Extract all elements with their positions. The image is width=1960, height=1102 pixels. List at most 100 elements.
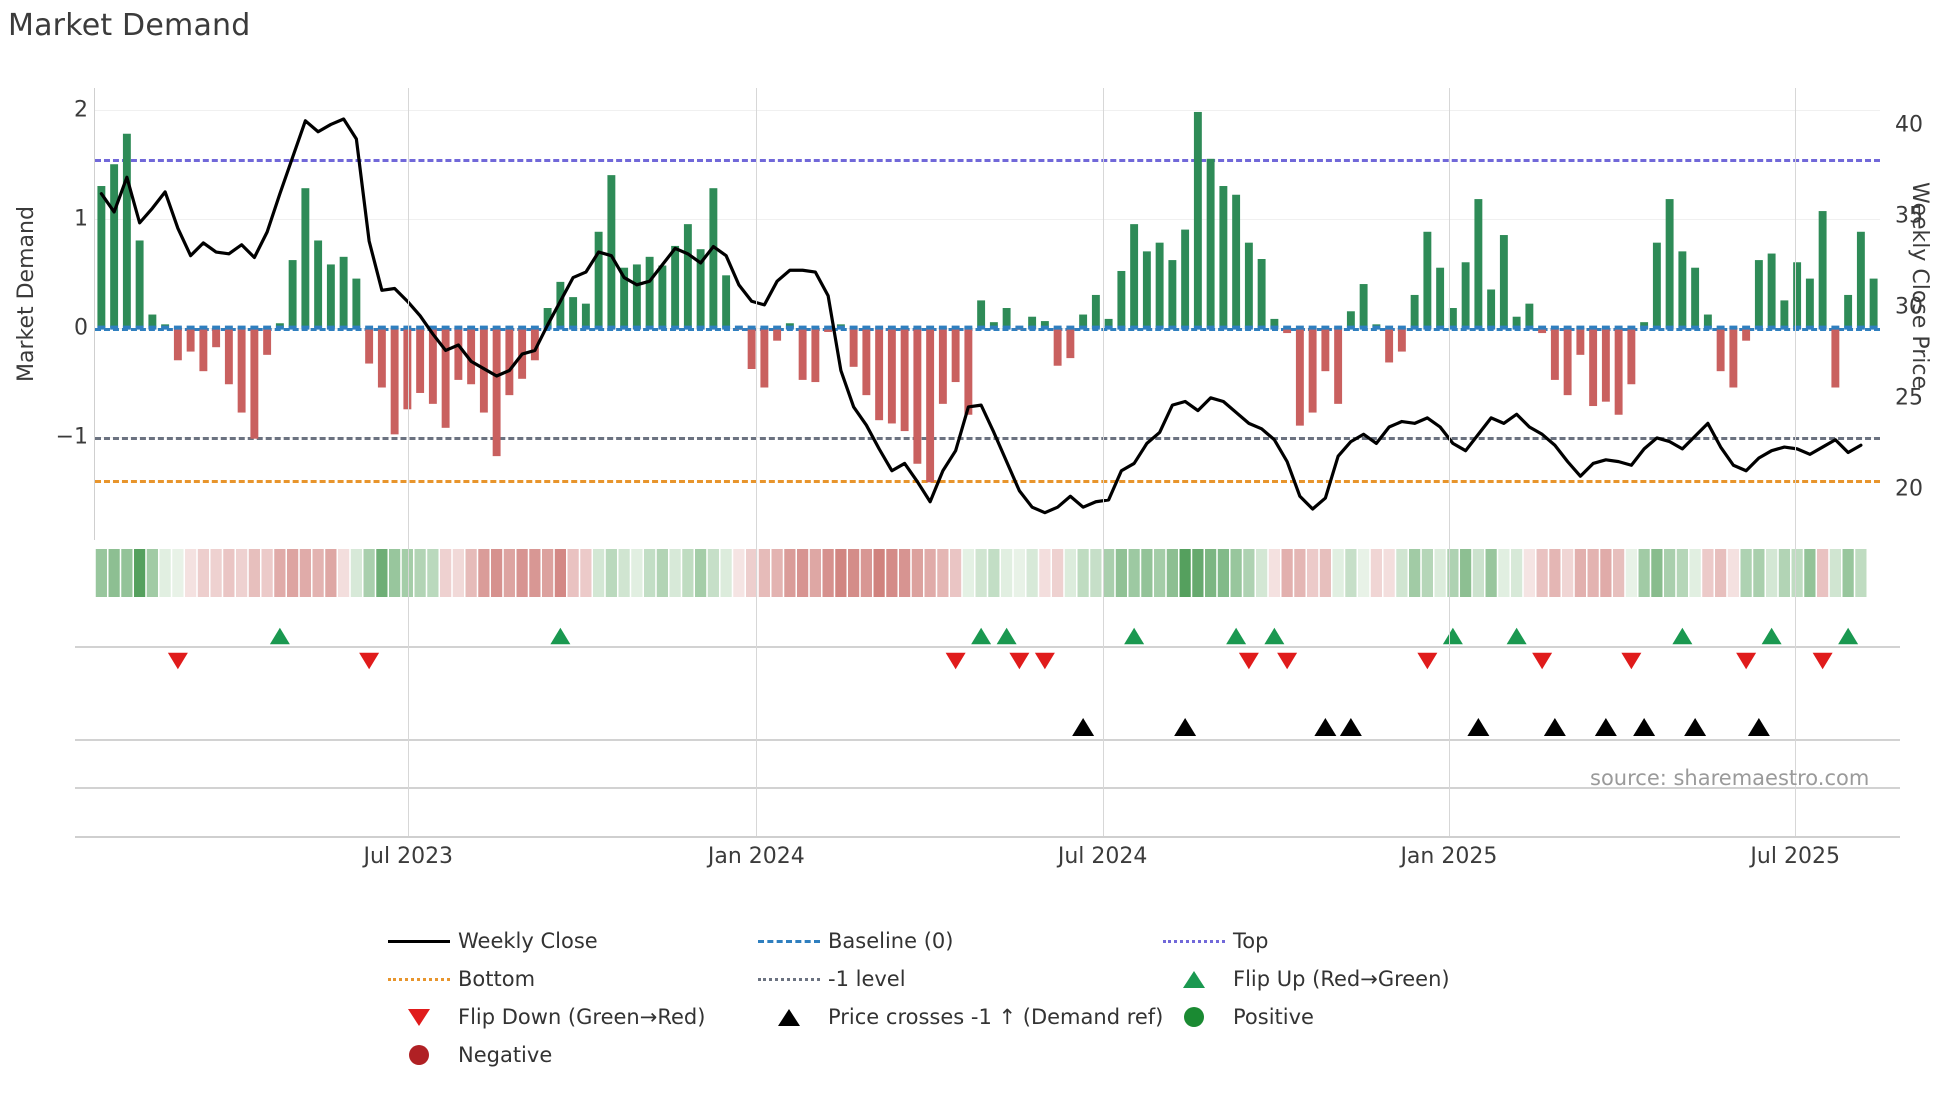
strip-cell [1205, 549, 1217, 597]
strip-cell [720, 549, 732, 597]
legend-row: Bottom -1 level Flip Up (Red→Green) [380, 960, 1640, 998]
demand-bar [620, 267, 629, 328]
baseline-cap [683, 325, 692, 330]
demand-bar [1487, 289, 1496, 328]
strip-cell [809, 549, 821, 597]
demand-bar [224, 327, 233, 385]
demand-bar [237, 327, 246, 413]
strip-cell [401, 549, 413, 597]
legend-item[interactable]: Negative [380, 1036, 800, 1074]
demand-bar [1193, 111, 1202, 328]
flip-up-marker [1761, 627, 1782, 645]
legend-item[interactable]: Positive [1155, 998, 1575, 1036]
flip-up-marker [1226, 627, 1247, 645]
baseline-cap [964, 325, 973, 330]
baseline-cap [581, 325, 590, 330]
demand-bar [1869, 278, 1878, 328]
baseline-cap [1448, 325, 1457, 330]
baseline-cap [1104, 325, 1113, 330]
demand-bar [1104, 318, 1113, 328]
demand-bar [1665, 199, 1674, 328]
legend-item[interactable]: Bottom [380, 960, 750, 998]
legend-item[interactable]: -1 level [750, 960, 1155, 998]
demand-bar [148, 314, 157, 328]
y-tick-left: 0 [74, 315, 88, 341]
legend-item[interactable]: Flip Up (Red→Green) [1155, 960, 1575, 998]
flip-up-marker [1506, 627, 1527, 645]
strip-cell [1600, 549, 1612, 597]
baseline-cap [1040, 325, 1049, 330]
price-cross-marker [1314, 717, 1337, 737]
legend-item[interactable]: Price crosses -1 ↑ (Demand ref) [750, 998, 1163, 1036]
demand-bar [1040, 321, 1049, 328]
legend-swatch-baseline [758, 939, 820, 943]
baseline-cap [1665, 325, 1674, 330]
legend-row: Negative [380, 1036, 1640, 1074]
baseline-cap [467, 325, 476, 330]
baseline-cap [1499, 325, 1508, 330]
demand-bar [1410, 294, 1419, 328]
demand-bar [1321, 327, 1330, 372]
legend-item[interactable]: Flip Down (Green→Red) [380, 998, 750, 1036]
baseline-cap [556, 325, 565, 330]
baseline-cap [1232, 325, 1241, 330]
legend-label: Bottom [458, 967, 536, 991]
demand-bar [875, 327, 884, 421]
y-axis-label-right: Weekly Close Price [1907, 182, 1932, 389]
strip-cell [695, 549, 707, 597]
strip-cell [1511, 549, 1523, 597]
baseline-cap [836, 325, 845, 330]
demand-bar [1652, 242, 1661, 328]
demand-bar [760, 327, 769, 388]
baseline-cap [722, 325, 731, 330]
demand-bar [212, 327, 221, 348]
chart-title: Market Demand [8, 8, 251, 43]
demand-bar [110, 164, 119, 328]
demand-bar [173, 327, 182, 361]
strip-cell [1345, 549, 1357, 597]
strip-cell [1651, 549, 1663, 597]
demand-bar [900, 327, 909, 432]
baseline-cap [760, 325, 769, 330]
reference-line-baseline-0 [95, 327, 1880, 331]
demand-bar [1168, 260, 1177, 328]
legend-item[interactable]: Top [1155, 922, 1575, 960]
strip-cell [1294, 549, 1306, 597]
baseline-cap [1640, 325, 1649, 330]
demand-bar [1155, 242, 1164, 328]
strip-cell [848, 549, 860, 597]
flip-up-marker [971, 627, 992, 645]
demand-bar [913, 327, 922, 464]
strip-cell [108, 549, 120, 597]
baseline-cap [569, 325, 578, 330]
legend-item[interactable]: Baseline (0) [750, 922, 1155, 960]
demand-bar [1002, 308, 1011, 328]
strip-cell [1166, 549, 1178, 597]
demand-bar [250, 327, 259, 439]
demand-bar [1563, 327, 1572, 396]
baseline-cap [1601, 325, 1610, 330]
baseline-cap [1206, 325, 1215, 330]
legend-item[interactable]: Weekly Close [380, 922, 750, 960]
demand-bar [428, 327, 437, 404]
demand-bar [1283, 327, 1292, 334]
demand-bar [951, 327, 960, 383]
strip-cell [797, 549, 809, 597]
demand-bars [97, 111, 1878, 483]
legend-label: -1 level [828, 967, 906, 991]
strip-cell [1460, 549, 1472, 597]
baseline-cap [1487, 325, 1496, 330]
flip-down-marker [359, 652, 380, 670]
strip-cell [427, 549, 439, 597]
strip-cell [937, 549, 949, 597]
y-tick-right: 20 [1895, 476, 1923, 502]
strip-cell [656, 549, 668, 597]
baseline-cap [441, 325, 450, 330]
strip-cell [1268, 549, 1280, 597]
strip-cell [121, 549, 133, 597]
flip-down-marker [1417, 652, 1438, 670]
y-tick-left: 1 [74, 206, 88, 232]
baseline-cap [1754, 325, 1763, 330]
demand-bar [416, 327, 425, 393]
